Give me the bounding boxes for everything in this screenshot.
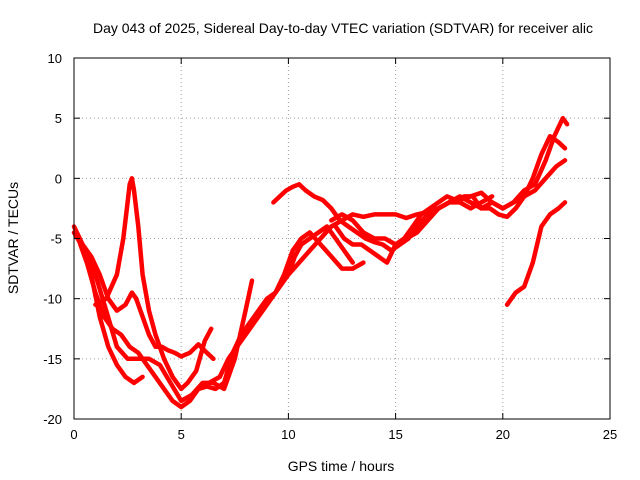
series-layer	[71, 115, 570, 410]
x-tick-label: 20	[496, 427, 510, 442]
x-tick-label: 15	[388, 427, 402, 442]
y-tick-label: -15	[43, 352, 62, 367]
series-line-trace-a	[71, 224, 216, 362]
series-markers-trace-e	[77, 231, 364, 408]
y-tick-label: -5	[50, 232, 62, 247]
axis-ticks: 0 5 10 15 20 25 -20 -15 -10 -5 0 5 10	[43, 51, 617, 442]
x-tick-label: 25	[603, 427, 617, 442]
y-tick-label: -20	[43, 412, 62, 427]
series-line-trace-k	[504, 200, 568, 307]
y-tick-label: -10	[43, 292, 62, 307]
x-axis-label: GPS time / hours	[288, 458, 395, 474]
series-line-trace-f	[206, 224, 355, 386]
x-tick-label: 10	[281, 427, 295, 442]
series-line-trace-i	[333, 133, 568, 265]
y-tick-label: 0	[55, 171, 62, 186]
series-markers-trace-i	[335, 135, 566, 264]
series-markers-trace-f	[208, 225, 354, 384]
y-tick-label: 5	[55, 111, 62, 126]
series-line-trace-j	[329, 115, 570, 247]
x-tick-label: 0	[70, 427, 77, 442]
y-axis-label: SDTVAR / TECUs	[5, 182, 21, 294]
chart-title: Day 043 of 2025, Sidereal Day-to-day VTE…	[93, 20, 593, 36]
series-markers-trace-k	[506, 201, 566, 306]
y-tick-label: 10	[48, 51, 62, 66]
x-tick-label: 5	[178, 427, 185, 442]
series-markers-trace-b	[95, 175, 212, 390]
series-markers-trace-d	[79, 244, 143, 384]
